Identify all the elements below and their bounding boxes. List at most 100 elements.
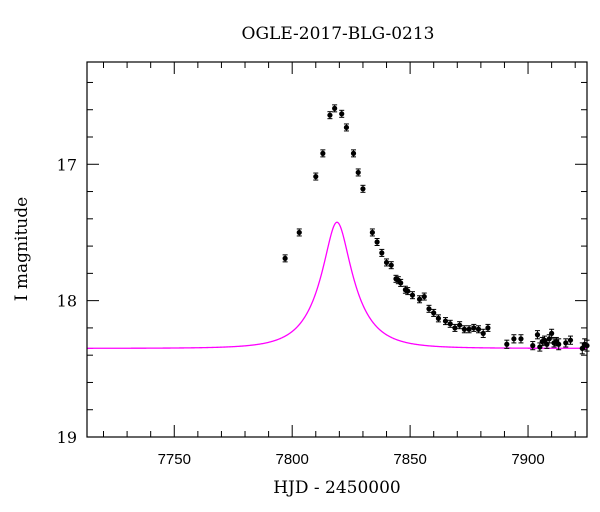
data-point [567,335,574,345]
data-point [511,334,517,344]
data-point [369,228,375,237]
data-point [405,287,411,296]
data-point [452,323,458,332]
data-point [296,228,302,237]
y-tick-label: 19 [57,428,77,447]
data-point [383,258,390,267]
data-point [360,184,366,193]
point-marker [350,150,357,156]
point-marker [409,292,416,298]
data-point [282,254,288,263]
point-marker [398,280,404,286]
data-point [339,109,345,118]
point-marker [457,322,463,328]
point-marker [339,111,345,117]
data-point [416,295,423,304]
data-point [409,291,416,300]
point-marker [530,343,536,349]
data-point [421,292,427,301]
x-tick-label: 7850 [393,451,426,468]
data-point [471,323,477,332]
data-point [332,104,338,113]
data-point [442,317,449,326]
point-marker [511,336,517,342]
point-marker [405,288,411,294]
data-point [313,172,319,181]
point-marker [332,105,338,111]
data-point [374,238,380,246]
point-marker [452,325,458,331]
data-point [563,338,569,348]
data-point [355,168,361,177]
point-marker [567,337,574,343]
point-marker [355,169,361,176]
y-tick-label: 17 [57,155,77,174]
point-marker [563,340,569,346]
point-marker [282,255,288,261]
data-point [539,336,545,347]
point-marker [480,330,486,336]
point-marker [431,310,437,316]
point-marker [426,306,432,312]
axis-ticks: 7750 7800 7850 7900 17 18 19 [57,62,587,468]
y-tick-label: 18 [57,292,77,311]
point-marker [442,318,449,324]
point-marker [475,326,482,332]
model-curve-layer [87,221,587,349]
data-point [518,334,524,344]
x-axis-label: HJD - 2450000 [273,478,401,498]
plot-area: 7750 7800 7850 7900 17 18 19 [57,61,590,468]
x-tick-label: 7900 [511,451,544,468]
point-marker [466,326,472,332]
data-point [426,304,432,313]
point-marker [374,239,380,245]
point-marker [383,259,390,266]
point-marker [556,341,562,347]
data-point [534,330,541,340]
data-point [435,314,442,323]
data-point [504,339,510,349]
point-marker [388,262,394,268]
point-marker [320,150,326,156]
point-marker [504,341,510,347]
point-marker [379,250,385,256]
point-marker [485,325,491,331]
point-marker [343,124,350,131]
point-marker [471,325,477,331]
data-point [537,342,543,352]
data-point [343,123,350,132]
data-point [431,308,437,317]
point-marker [327,112,333,118]
data-point [447,319,453,328]
point-marker [461,326,467,332]
point-marker [534,332,541,338]
data-point [480,328,486,338]
plot-frame [86,61,588,438]
data-point [457,321,463,330]
data-point [530,341,536,351]
point-marker [435,315,442,321]
chart-title: OGLE-2017-BLG-0213 [242,24,435,44]
data-point [327,111,333,120]
point-marker [421,293,427,300]
y-axis-label: I magnitude [12,197,32,301]
data-point [556,338,562,351]
data-point [379,248,385,257]
point-marker [549,330,555,336]
point-marker [369,229,375,236]
model-curve [87,221,587,349]
data-point [485,323,491,332]
x-tick-label: 7750 [158,451,191,468]
data-point [320,149,326,158]
data-point [549,328,555,338]
data-points-layer [282,104,590,355]
point-marker [313,173,319,180]
point-marker [416,296,423,302]
point-marker [518,336,524,342]
data-point [466,325,472,334]
data-point [546,334,552,344]
data-point [475,325,482,334]
data-point [461,325,467,334]
data-point [350,149,357,158]
